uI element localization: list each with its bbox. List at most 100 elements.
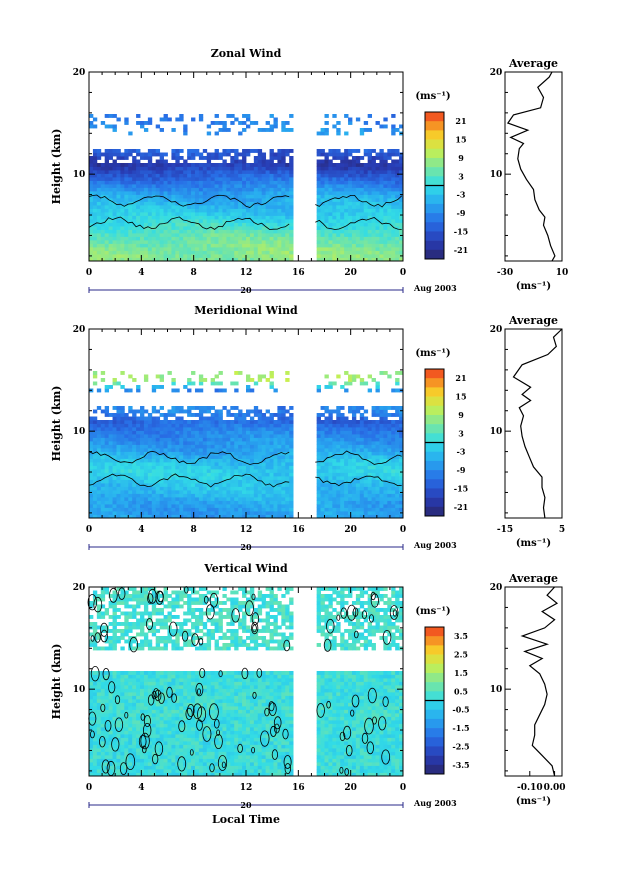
- colorbar-tick: -2.5: [452, 741, 469, 751]
- panel-title: Meridional Wind: [194, 304, 298, 317]
- heatmap-cells: [89, 114, 404, 262]
- average-x-tick-label: -0.10: [517, 783, 543, 793]
- contour-lines: [88, 194, 402, 230]
- colorbar-tick: 15: [455, 135, 466, 145]
- colorbar-tick: 21: [455, 116, 466, 126]
- colorbar-tick: 1.5: [454, 668, 468, 678]
- x-tick-label: 4: [138, 268, 144, 278]
- average-x-label: (ms⁻¹): [516, 281, 551, 292]
- colorbar-tick: -15: [454, 483, 468, 493]
- colorbar-tick: -9: [457, 465, 466, 475]
- average-x-label: (ms⁻¹): [516, 796, 551, 807]
- date-label: Aug 2003: [413, 798, 457, 808]
- contour-lines: [87, 586, 399, 776]
- colorbar-tick: -3.5: [452, 760, 469, 770]
- colorbar-tick: 0.5: [454, 686, 468, 696]
- average-y-tick-label: 20: [490, 68, 503, 78]
- x-tick-label: 20: [344, 525, 357, 535]
- average-x-tick-label: 0.00: [544, 783, 566, 793]
- colorbar-tick: -3: [457, 447, 466, 457]
- y-tick-label: 20: [73, 583, 86, 593]
- panel-2: Meridional Wind 10 20 Height (km) 0 4 8 12 16 20 0…: [50, 304, 565, 552]
- average-y-tick-label: 20: [490, 325, 503, 335]
- colorbar-tick: 3: [458, 428, 464, 438]
- y-axis-label: Height (km): [50, 644, 63, 720]
- panel-title: Zonal Wind: [211, 47, 282, 60]
- panel-title: Vertical Wind: [203, 562, 288, 575]
- average-x-tick-label: -15: [497, 525, 513, 535]
- average-x-tick-label: 5: [559, 525, 565, 535]
- colorbar-tick: 15: [455, 392, 466, 402]
- day-label: 20: [240, 285, 252, 295]
- panel-3: Vertical Wind 10 20 Height (km) 0 4 8 12 16 20 0 20…: [50, 562, 566, 810]
- colorbar-tick: -9: [457, 208, 466, 218]
- x-tick-label: 8: [191, 525, 197, 535]
- colorbar-tick: 9: [458, 410, 464, 420]
- x-tick-label: 12: [240, 268, 253, 278]
- x-tick-label: 12: [240, 525, 253, 535]
- x-axis-label: Local Time: [212, 813, 280, 826]
- average-title: Average: [508, 314, 558, 327]
- colorbar-tick: 2.5: [454, 650, 468, 660]
- average-profile-line: [520, 586, 559, 777]
- y-tick-label: 20: [73, 325, 86, 335]
- x-tick-label: 0: [86, 783, 92, 793]
- y-axis-label: Height (km): [50, 129, 63, 205]
- colorbar-tick: 9: [458, 153, 464, 163]
- x-tick-label: 16: [292, 783, 305, 793]
- heatmap-cells: [89, 587, 404, 777]
- average-x-tick-label: 10: [556, 268, 569, 278]
- colorbar-tick: 3.5: [454, 631, 468, 641]
- colorbar-tick: -1.5: [452, 723, 469, 733]
- x-tick-label: 0: [86, 268, 92, 278]
- y-tick-label: 10: [73, 170, 86, 180]
- x-tick-label: 0: [86, 525, 92, 535]
- x-tick-label: 16: [292, 268, 305, 278]
- colorbar-tick: -3: [457, 190, 466, 200]
- colorbar-unit: (ms⁻¹): [415, 348, 450, 359]
- panel-1: Zonal Wind 10 20 Height (km) 0 4 8 12 16 20 0 20 Aug…: [50, 47, 568, 295]
- day-label: 20: [240, 542, 252, 552]
- average-profile-line: [512, 328, 563, 519]
- colorbar-tick: -0.5: [452, 705, 469, 715]
- colorbar-tick: 3: [458, 171, 464, 181]
- average-y-tick-label: 20: [490, 583, 503, 593]
- y-tick-label: 10: [73, 427, 86, 437]
- average-frame: [504, 586, 563, 777]
- x-tick-label: 0: [400, 525, 406, 535]
- average-frame: [504, 71, 563, 262]
- average-title: Average: [508, 57, 558, 70]
- colorbar-unit: (ms⁻¹): [415, 91, 450, 102]
- average-y-tick-label: 10: [490, 427, 503, 437]
- average-profile-line: [506, 71, 556, 262]
- date-label: Aug 2003: [413, 283, 457, 293]
- y-tick-label: 10: [73, 685, 86, 695]
- x-tick-label: 8: [191, 268, 197, 278]
- x-tick-label: 20: [344, 268, 357, 278]
- colorbar-tick: -21: [454, 245, 468, 255]
- x-tick-label: 8: [191, 783, 197, 793]
- x-tick-label: 0: [400, 783, 406, 793]
- x-tick-label: 4: [138, 783, 144, 793]
- colorbar-unit: (ms⁻¹): [415, 606, 450, 617]
- colorbar-tick: 21: [455, 373, 466, 383]
- average-frame: [504, 328, 563, 519]
- average-y-tick-label: 10: [490, 685, 503, 695]
- colorbar-tick: -15: [454, 226, 468, 236]
- average-x-tick-label: -30: [497, 268, 513, 278]
- contour-lines: [88, 450, 402, 488]
- x-tick-label: 20: [344, 783, 357, 793]
- x-tick-label: 4: [138, 525, 144, 535]
- day-label: 20: [240, 800, 252, 810]
- colorbar-tick: -21: [454, 502, 468, 512]
- x-tick-label: 0: [400, 268, 406, 278]
- x-tick-label: 12: [240, 783, 253, 793]
- y-tick-label: 20: [73, 68, 86, 78]
- y-axis-label: Height (km): [50, 386, 63, 462]
- heatmap-cells: [89, 371, 404, 519]
- average-y-tick-label: 10: [490, 170, 503, 180]
- date-label: Aug 2003: [413, 540, 457, 550]
- average-title: Average: [508, 572, 558, 585]
- average-x-label: (ms⁻¹): [516, 538, 551, 549]
